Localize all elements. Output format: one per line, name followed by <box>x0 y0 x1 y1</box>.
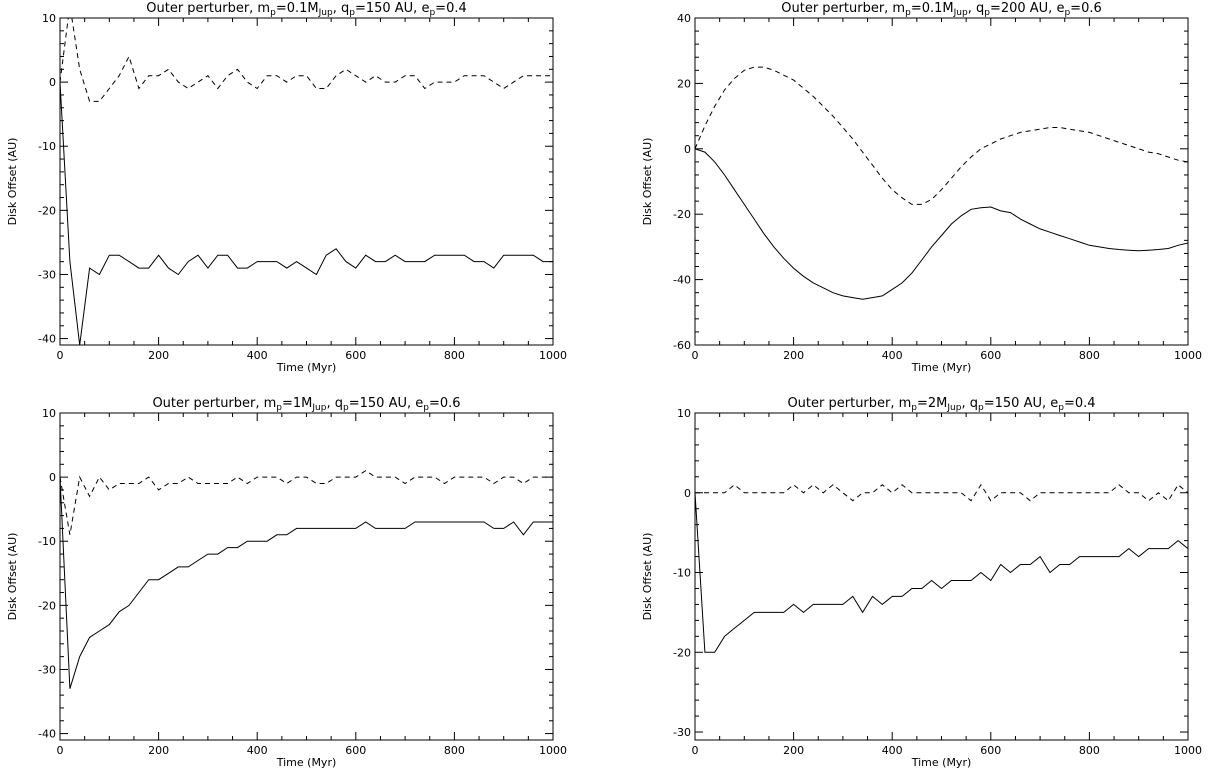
y-tick-label: 0 <box>684 487 691 500</box>
x-tick-label: 200 <box>783 744 804 757</box>
x-axis-label: Time (Myr) <box>276 361 337 374</box>
x-axis-label: Time (Myr) <box>911 361 972 374</box>
y-tick-label: 0 <box>49 76 56 89</box>
solid-series-line <box>60 82 553 345</box>
plot-frame <box>694 17 1189 346</box>
solid-series-line <box>695 492 1188 653</box>
y-tick-label: -30 <box>673 726 691 739</box>
panel-2: 0 200 400 600 800 1000 -60 -40 -20 0 20 40 Time (Myr… <box>641 1 1202 374</box>
y-axis-label: Disk Offset (AU) <box>6 138 19 226</box>
x-tick-label: 1000 <box>1174 744 1202 757</box>
y-tick-label: -60 <box>673 339 691 352</box>
x-tick-label: 0 <box>57 744 64 757</box>
y-tick-label: -20 <box>673 646 691 659</box>
y-axis-label: Disk Offset (AU) <box>641 138 654 226</box>
y-tick-label: -10 <box>38 140 56 153</box>
chart-title: Outer perturber, mp=0.1MJup, qp=200 AU, … <box>781 1 1102 18</box>
y-tick-label: -20 <box>673 208 691 221</box>
x-tick-label: 400 <box>247 744 268 757</box>
plot-frame <box>694 412 1189 741</box>
solid-series-line <box>60 477 553 689</box>
y-axis-label: Disk Offset (AU) <box>641 533 654 621</box>
x-tick-label: 0 <box>692 744 699 757</box>
dashed-series-line <box>695 66 1188 205</box>
y-tick-label: 0 <box>49 471 56 484</box>
y-tick-label: -10 <box>673 567 691 580</box>
x-tick-label: 800 <box>444 349 465 362</box>
x-tick-label: 1000 <box>539 349 567 362</box>
dashed-series-line <box>695 483 1188 502</box>
panel-4: 0 200 400 600 800 1000 -30 -20 -10 0 10 Time (Myr) D… <box>641 396 1202 769</box>
y-tick-label: -40 <box>673 274 691 287</box>
chart-title: Outer perturber, mp=0.1MJup, qp=150 AU, … <box>146 1 467 18</box>
panel-1: 0 200 400 600 800 1000 -40 -30 -20 -10 0 10 Time (My… <box>6 1 567 374</box>
x-tick-label: 600 <box>345 744 366 757</box>
chart-title: Outer perturber, mp=2MJup, qp=150 AU, ep… <box>787 396 1095 413</box>
x-axis-label: Time (Myr) <box>276 756 337 769</box>
plot-frame <box>59 412 554 741</box>
y-tick-label: 10 <box>42 12 56 25</box>
x-tick-label: 200 <box>148 744 169 757</box>
y-tick-label: -30 <box>38 268 56 281</box>
y-tick-label: -20 <box>38 599 56 612</box>
y-tick-label: -30 <box>38 663 56 676</box>
x-axis-label: Time (Myr) <box>911 756 972 769</box>
x-tick-label: 0 <box>692 349 699 362</box>
x-tick-label: 0 <box>57 349 64 362</box>
y-tick-label: -10 <box>38 535 56 548</box>
y-tick-label: 0 <box>684 143 691 156</box>
x-tick-label: 600 <box>980 349 1001 362</box>
x-tick-label: 800 <box>1079 349 1100 362</box>
dashed-series-line <box>60 470 553 535</box>
x-tick-label: 400 <box>882 744 903 757</box>
x-tick-label: 400 <box>247 349 268 362</box>
y-tick-label: 10 <box>677 407 691 420</box>
y-tick-label: -40 <box>38 728 56 741</box>
x-tick-label: 200 <box>148 349 169 362</box>
panel-3: 0 200 400 600 800 1000 -40 -30 -20 -10 0 10 Time (My… <box>6 396 567 769</box>
x-tick-label: 400 <box>882 349 903 362</box>
chart-title: Outer perturber, mp=1MJup, qp=150 AU, ep… <box>152 396 460 413</box>
solid-series-line <box>695 148 1188 300</box>
x-tick-label: 1000 <box>1174 349 1202 362</box>
y-tick-label: 10 <box>42 407 56 420</box>
x-tick-label: 800 <box>1079 744 1100 757</box>
x-tick-label: 600 <box>980 744 1001 757</box>
x-tick-label: 200 <box>783 349 804 362</box>
plot-frame <box>59 17 554 346</box>
x-tick-label: 800 <box>444 744 465 757</box>
y-tick-label: 40 <box>677 12 691 25</box>
y-tick-label: 20 <box>677 77 691 90</box>
y-axis-label: Disk Offset (AU) <box>6 533 19 621</box>
x-tick-label: 1000 <box>539 744 567 757</box>
x-tick-label: 600 <box>345 349 366 362</box>
y-tick-label: -40 <box>38 333 56 346</box>
y-tick-label: -20 <box>38 204 56 217</box>
